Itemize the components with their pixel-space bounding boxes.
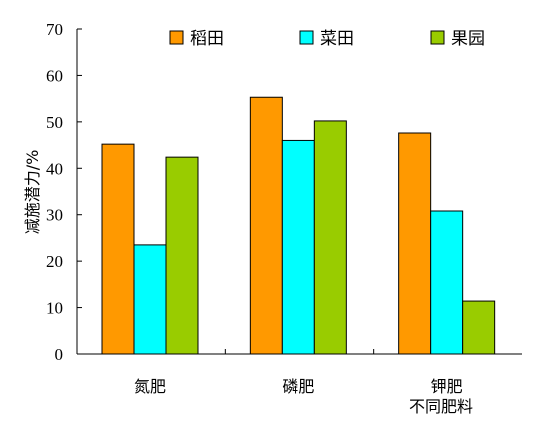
y-tick-label: 60 <box>46 66 63 85</box>
bar-菜田-氮肥 <box>133 244 167 355</box>
bar-菜田-钾肥 <box>430 210 464 355</box>
y-tick-label: 10 <box>46 299 63 318</box>
legend-label: 菜田 <box>320 29 354 49</box>
y-tick-label: 70 <box>46 20 63 39</box>
y-tick-label: 20 <box>46 252 63 271</box>
x-category-label: 钾肥 <box>431 377 463 396</box>
x-category-label: 磷肥 <box>282 377 314 396</box>
bar-菜田-磷肥 <box>281 139 315 355</box>
y-axis: 0 10 20 30 40 50 60 70 <box>46 20 82 364</box>
y-tick-label: 30 <box>46 206 63 225</box>
bars <box>101 96 496 355</box>
x-axis-title: 不同肥料 <box>409 397 473 416</box>
legend-label: 稻田 <box>190 29 224 49</box>
legend-swatch <box>299 30 314 45</box>
x-category-label: 氮肥 <box>134 377 166 396</box>
x-axis: 氮肥 磷肥 钾肥 <box>77 349 522 396</box>
bar-果园-氮肥 <box>165 156 199 355</box>
bar-果园-磷肥 <box>313 120 347 355</box>
y-tick-label: 50 <box>46 113 63 132</box>
y-axis-title: 减施潜力/% <box>23 150 42 235</box>
y-tick-label: 40 <box>46 159 63 178</box>
legend-label: 果园 <box>451 29 485 49</box>
legend-swatch <box>169 30 184 45</box>
bar-稻田-磷肥 <box>249 96 283 355</box>
legend-swatch <box>430 30 445 45</box>
bar-稻田-钾肥 <box>398 132 432 355</box>
bar-稻田-氮肥 <box>101 143 135 355</box>
bar-果园-钾肥 <box>462 300 496 355</box>
y-tick-label: 0 <box>55 345 64 364</box>
legend: 稻田 菜田 果园 <box>169 29 485 49</box>
